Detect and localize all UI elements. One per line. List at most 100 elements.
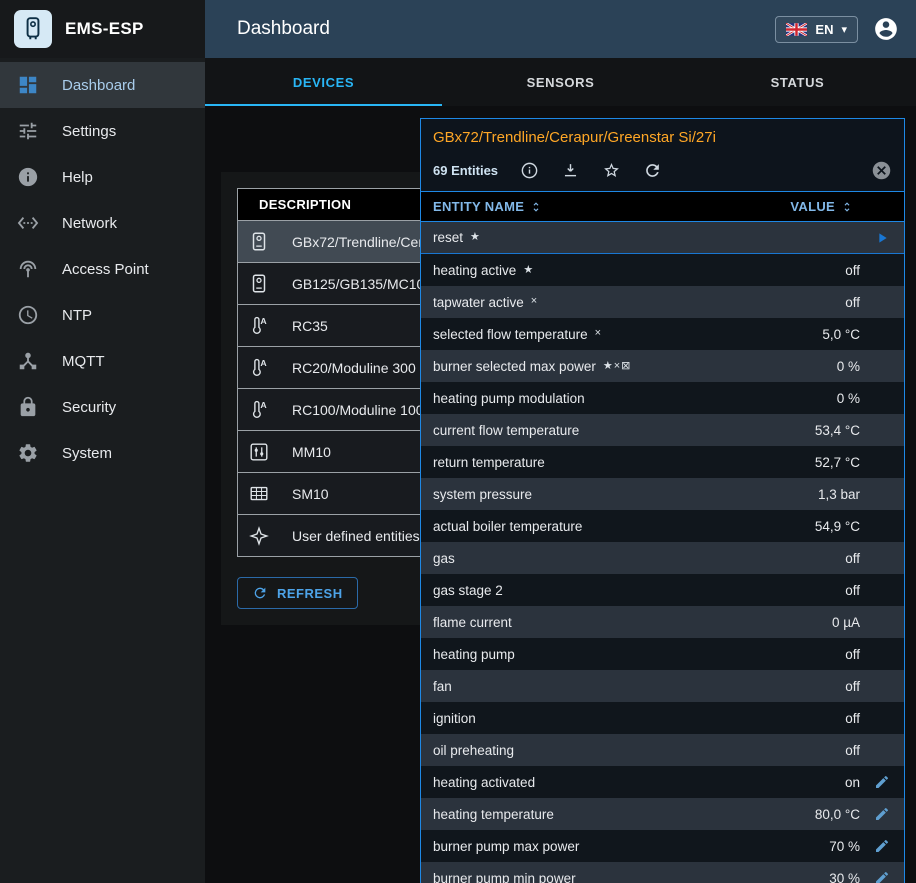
appbar: Dashboard EN ▾ (205, 0, 916, 58)
refresh-button[interactable]: REFRESH (237, 577, 358, 609)
entity-row[interactable]: system pressure 1,3 bar (421, 478, 904, 510)
account-icon[interactable] (872, 15, 900, 43)
main-column: Dashboard EN ▾ (205, 0, 916, 883)
entity-name: fan (433, 678, 452, 694)
chevron-down-icon: ▾ (841, 23, 847, 36)
entity-name-column-sort[interactable]: ENTITY NAME (433, 199, 543, 215)
entity-value: off (845, 294, 860, 310)
entity-row[interactable]: reset ★ (421, 222, 904, 254)
star-outline-icon[interactable] (600, 159, 622, 181)
entity-table-body: reset ★ heating active ★ off tapwater ac… (421, 222, 904, 883)
entity-row[interactable]: heating pump modulation 0 % (421, 382, 904, 414)
entity-name-column-label: ENTITY NAME (433, 199, 525, 214)
entity-value: off (845, 550, 860, 566)
entity-row[interactable]: gas off (421, 542, 904, 574)
entity-row[interactable]: burner selected max power ★×⊠ 0 % (421, 350, 904, 382)
entity-row[interactable]: actual boiler temperature 54,9 °C (421, 510, 904, 542)
sidebar-item-mqtt[interactable]: MQTT (0, 338, 205, 384)
entity-name: burner pump max power (433, 838, 580, 854)
help-icon (16, 165, 40, 189)
entity-name: heating pump (433, 646, 515, 662)
sidebar-item-security[interactable]: Security (0, 384, 205, 430)
entity-row[interactable]: heating activated on (421, 766, 904, 798)
entity-value: 53,4 °C (814, 422, 860, 438)
sidebar-item-system[interactable]: System (0, 430, 205, 476)
value-column-label: VALUE (790, 199, 835, 214)
device-name: GBx72/Trendline/Cera (292, 233, 431, 250)
svg-text:A: A (260, 358, 267, 368)
info-icon[interactable] (518, 159, 540, 181)
entity-name: actual boiler temperature (433, 518, 583, 534)
entity-row[interactable]: burner pump min power 30 % (421, 862, 904, 883)
entity-row[interactable]: burner pump max power 70 % (421, 830, 904, 862)
entity-value: off (845, 710, 860, 726)
page-title: Dashboard (237, 18, 330, 39)
sidebar-item-access-point[interactable]: Access Point (0, 246, 205, 292)
entity-row[interactable]: flame current 0 µA (421, 606, 904, 638)
sidebar-item-help[interactable]: Help (0, 154, 205, 200)
entity-name: heating temperature (433, 806, 554, 822)
entity-row[interactable]: selected flow temperature × 5,0 °C (421, 318, 904, 350)
language-selector[interactable]: EN ▾ (775, 15, 858, 43)
device-name: RC20/Moduline 300 (292, 359, 416, 376)
device-name: GB125/GB135/MC10 (292, 275, 425, 292)
content-area: DESCRIPTION GBx72/Trendline/Cera GB125/G… (205, 106, 916, 883)
edit-icon[interactable] (860, 774, 904, 790)
entity-name: heating pump modulation (433, 390, 585, 406)
entity-name: ignition (433, 710, 476, 726)
entity-row[interactable]: current flow temperature 53,4 °C (421, 414, 904, 446)
entity-flags-icon: ★ (523, 263, 535, 276)
entity-panel-toolbar: 69 Entities (433, 157, 892, 183)
edit-icon[interactable] (860, 838, 904, 854)
entity-value: 70 % (829, 838, 860, 854)
entity-value: 0 % (836, 390, 860, 406)
entity-value: 0 µA (831, 614, 860, 630)
device-name: RC35 (292, 317, 328, 334)
entity-row[interactable]: gas stage 2 off (421, 574, 904, 606)
tab-devices[interactable]: DEVICES (205, 58, 442, 106)
value-column-sort[interactable]: VALUE (790, 199, 854, 215)
entity-row[interactable]: heating temperature 80,0 °C (421, 798, 904, 830)
entity-row[interactable]: oil preheating off (421, 734, 904, 766)
tab-bar: DEVICES SENSORS STATUS (205, 58, 916, 106)
mqtt-icon (16, 349, 40, 373)
boiler-icon (248, 231, 270, 253)
edit-icon[interactable] (860, 870, 904, 883)
entity-value: off (845, 646, 860, 662)
entity-row[interactable]: fan off (421, 670, 904, 702)
refresh-icon[interactable] (641, 159, 663, 181)
entity-name: return temperature (433, 454, 545, 470)
entity-row[interactable]: heating active ★ off (421, 254, 904, 286)
entity-value: off (845, 742, 860, 758)
settings-icon (16, 119, 40, 143)
entity-row[interactable]: tapwater active × off (421, 286, 904, 318)
device-name: MM10 (292, 443, 331, 460)
entity-panel: GBx72/Trendline/Cerapur/Greenstar Si/27i… (420, 118, 905, 883)
entity-value: on (844, 774, 860, 790)
solar-icon (248, 483, 270, 505)
entity-row[interactable]: ignition off (421, 702, 904, 734)
sidebar-item-dashboard[interactable]: Dashboard (0, 62, 205, 108)
sidebar-item-settings[interactable]: Settings (0, 108, 205, 154)
custom-entities-icon (248, 525, 270, 547)
entity-value: 30 % (829, 870, 860, 883)
download-icon[interactable] (559, 159, 581, 181)
thermostat-icon: A (248, 399, 270, 421)
device-full-name: GBx72/Trendline/Cerapur/Greenstar Si/27i (433, 129, 716, 146)
entity-flags-icon: × (530, 295, 539, 307)
entity-row[interactable]: heating pump off (421, 638, 904, 670)
sidebar-item-network[interactable]: Network (0, 200, 205, 246)
entity-panel-header: GBx72/Trendline/Cerapur/Greenstar Si/27i… (421, 119, 904, 191)
boiler-icon (248, 273, 270, 295)
entity-value: 52,7 °C (814, 454, 860, 470)
entity-row[interactable]: return temperature 52,7 °C (421, 446, 904, 478)
close-icon[interactable] (870, 159, 892, 181)
sidebar-item-ntp[interactable]: NTP (0, 292, 205, 338)
edit-icon[interactable] (860, 806, 904, 822)
run-command-icon[interactable] (860, 230, 904, 246)
sort-icon (840, 199, 854, 215)
entity-value: off (845, 582, 860, 598)
entity-name: burner pump min power (433, 870, 576, 883)
tab-status[interactable]: STATUS (770, 74, 825, 90)
tab-sensors[interactable]: SENSORS (526, 74, 595, 90)
